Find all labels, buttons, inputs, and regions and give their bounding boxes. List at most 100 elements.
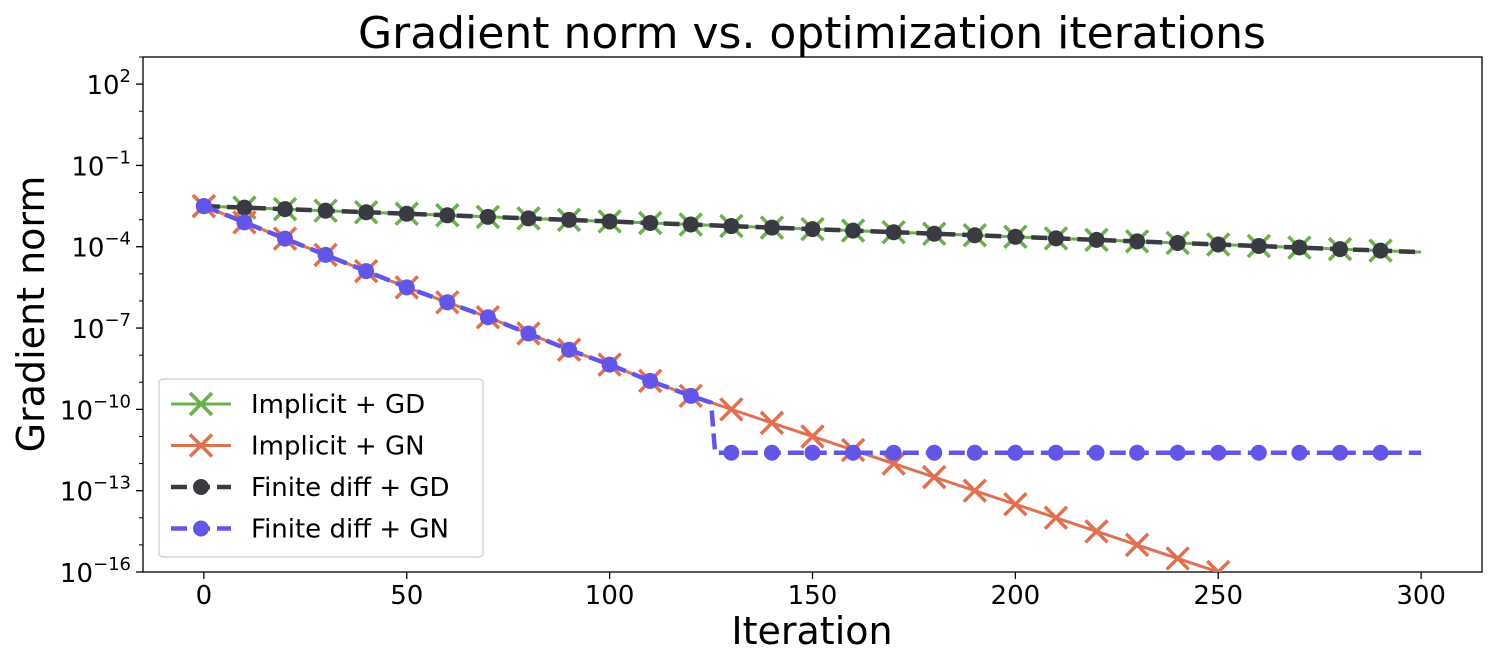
series-marker bbox=[1291, 444, 1308, 461]
series-marker bbox=[1165, 546, 1190, 571]
series-marker bbox=[1248, 575, 1270, 597]
series-marker bbox=[926, 444, 943, 461]
series-marker bbox=[682, 216, 699, 233]
y-tick-exponent: −10 bbox=[93, 391, 131, 412]
series-marker bbox=[520, 325, 537, 342]
series-marker bbox=[1047, 230, 1064, 247]
series-marker bbox=[723, 444, 740, 461]
series-marker bbox=[601, 356, 618, 373]
legend-item: Finite diff + GN bbox=[171, 515, 449, 545]
series-marker bbox=[277, 201, 294, 218]
y-tick-label: 10−1 bbox=[71, 147, 131, 182]
y-tick-label: 102 bbox=[86, 66, 131, 101]
series-marker bbox=[682, 387, 699, 404]
legend-box bbox=[158, 378, 484, 558]
legend-swatch-marker bbox=[193, 520, 209, 537]
legend-label: Implicit + GD bbox=[251, 390, 425, 420]
series-marker bbox=[962, 478, 988, 503]
series-marker bbox=[1210, 236, 1227, 253]
series-marker bbox=[1288, 588, 1310, 610]
series-marker bbox=[358, 263, 375, 280]
series-marker bbox=[1043, 505, 1069, 531]
legend-label: Finite diff + GD bbox=[251, 473, 450, 503]
y-tick-exponent: −4 bbox=[104, 229, 131, 250]
y-tick-label: 10−13 bbox=[60, 473, 131, 508]
series-marker bbox=[1288, 588, 1310, 610]
x-axis-label: Iteration bbox=[731, 609, 892, 653]
series-marker bbox=[966, 227, 983, 244]
series-marker bbox=[479, 309, 496, 326]
y-tick-base: 10 bbox=[60, 396, 93, 426]
series-marker bbox=[804, 444, 821, 461]
legend-item: Finite diff + GD bbox=[171, 473, 450, 503]
series-marker bbox=[520, 210, 537, 227]
series-marker bbox=[236, 199, 253, 216]
series-marker bbox=[845, 444, 862, 461]
series-marker bbox=[1007, 228, 1024, 245]
series-marker bbox=[723, 218, 740, 235]
series-marker bbox=[317, 202, 334, 219]
series-marker bbox=[966, 444, 983, 461]
series-marker bbox=[398, 205, 415, 222]
series-marker bbox=[1291, 239, 1308, 256]
y-tick-label: 10−4 bbox=[71, 229, 131, 264]
series-marker bbox=[1088, 231, 1105, 248]
series-marker bbox=[804, 221, 821, 238]
series-marker bbox=[719, 397, 744, 422]
y-tick-label: 10−16 bbox=[60, 554, 131, 589]
y-tick-exponent: 2 bbox=[120, 66, 131, 87]
series-marker bbox=[398, 279, 415, 296]
series-marker bbox=[1370, 640, 1392, 662]
series-marker bbox=[1084, 519, 1109, 544]
series-marker bbox=[1329, 607, 1351, 629]
series-marker bbox=[358, 204, 375, 221]
series-marker bbox=[561, 341, 578, 358]
y-tick-base: 10 bbox=[60, 559, 93, 589]
legend-label: Implicit + GN bbox=[251, 432, 425, 462]
series-marker bbox=[601, 213, 618, 230]
series-marker bbox=[1047, 444, 1064, 461]
series-marker bbox=[642, 372, 659, 389]
legend: Implicit + GD Implicit + GN Finite diff + … bbox=[158, 378, 484, 558]
legend-swatch-marker bbox=[188, 433, 214, 458]
series-marker bbox=[439, 207, 456, 224]
y-tick-base: 10 bbox=[86, 71, 119, 101]
series-marker bbox=[845, 222, 862, 239]
series-marker bbox=[1370, 640, 1392, 662]
series-marker bbox=[195, 198, 212, 215]
y-tick-exponent: −16 bbox=[93, 554, 131, 575]
series-marker bbox=[1003, 491, 1028, 517]
series-marker bbox=[1169, 444, 1186, 461]
series-marker bbox=[1088, 444, 1105, 461]
series-marker bbox=[1169, 234, 1186, 251]
y-tick-base: 10 bbox=[71, 152, 104, 182]
legend-swatch-marker bbox=[193, 479, 209, 495]
x-tick-label: 250 bbox=[1193, 581, 1243, 611]
series-marker bbox=[236, 214, 253, 231]
series-marker bbox=[1124, 532, 1150, 558]
series-marker bbox=[921, 464, 947, 490]
series-marker bbox=[561, 211, 578, 228]
series-group bbox=[191, 193, 1422, 662]
legend-label: Finite diff + GN bbox=[251, 515, 449, 545]
series-marker bbox=[1210, 444, 1227, 461]
y-axis-label: Gradient norm bbox=[9, 176, 53, 453]
series-marker bbox=[642, 214, 659, 231]
x-tick-label: 100 bbox=[585, 581, 635, 611]
series-marker bbox=[926, 225, 943, 242]
series-marker bbox=[1250, 444, 1267, 461]
y-tick-base: 10 bbox=[71, 234, 104, 264]
y-tick-exponent: −13 bbox=[93, 473, 131, 494]
series-marker bbox=[763, 219, 780, 236]
series-marker bbox=[1372, 444, 1389, 461]
x-tick-label: 200 bbox=[991, 581, 1041, 611]
series-marker bbox=[1331, 444, 1348, 461]
series-marker bbox=[885, 224, 902, 241]
series-marker bbox=[885, 444, 902, 461]
series-marker bbox=[800, 424, 825, 449]
series-marker bbox=[1248, 575, 1270, 597]
legend-item: Implicit + GN bbox=[171, 432, 425, 462]
chart-title: Gradient norm vs. optimization iteration… bbox=[358, 8, 1266, 59]
series-finite-diff-gd bbox=[195, 198, 1422, 259]
